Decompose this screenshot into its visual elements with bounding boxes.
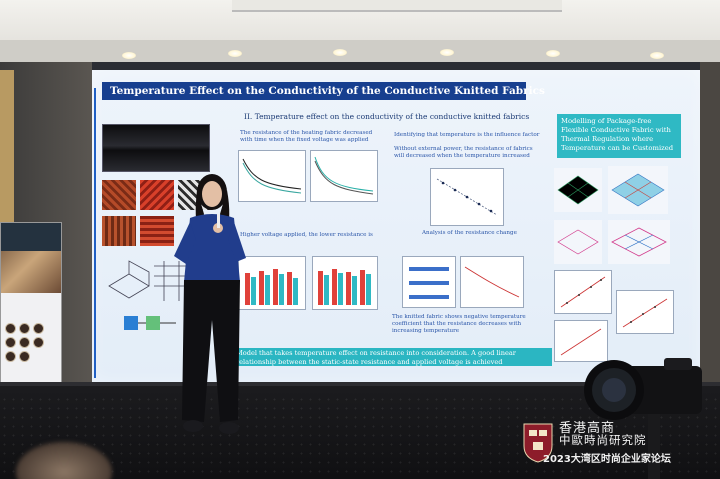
ceiling-light [228, 50, 242, 57]
model-mesh-b [608, 166, 668, 214]
slide-caption-resistance-change: Analysis of the resistance change [422, 230, 517, 236]
slide-subtitle: II. Temperature effect on the conductivi… [244, 112, 530, 121]
slide-note-resistance-time: The resistance of the heating fabric dec… [240, 130, 373, 143]
rollup-avatar [19, 351, 30, 362]
slide-note-higher-voltage: Higher voltage applied, the lower resist… [240, 232, 373, 238]
rollup-avatar [19, 337, 30, 348]
rollup-banner-photo [1, 251, 61, 293]
resistance-time-plot-1 [238, 150, 306, 202]
rollup-banner [0, 222, 62, 386]
presenter [140, 170, 260, 450]
stage-edge [0, 382, 720, 386]
circuit-diagram [122, 312, 178, 336]
ceiling-fixture [232, 0, 562, 12]
fabric-sample-5 [140, 216, 174, 246]
ceiling-light [546, 50, 560, 57]
model-mesh-c [554, 220, 602, 264]
wood-pillar [0, 70, 14, 230]
ceiling-light [333, 49, 347, 56]
slide-note-temperature-increase: Without external power, the resistance o… [394, 146, 533, 159]
bar-chart-left [238, 256, 306, 310]
sample-diagram [402, 256, 456, 308]
linear-fit-plot-2 [616, 290, 674, 334]
event-forum-name: 2023大湾区时尚企业家论坛 [543, 454, 671, 465]
rollup-avatar [5, 337, 16, 348]
rollup-avatar [5, 351, 16, 362]
linear-fit-plot-1 [554, 270, 612, 314]
camera-on-tripod [574, 332, 720, 479]
temperature-curve-plot [460, 256, 524, 308]
ceiling-light [650, 52, 664, 59]
event-title-line1: 香港高商 [559, 421, 616, 436]
right-wall [700, 62, 720, 392]
fabric-sample-2 [140, 180, 174, 210]
rollup-avatar [33, 323, 44, 334]
rollup-avatar [5, 323, 16, 334]
ceiling-light [440, 49, 454, 56]
bar-chart-right [312, 256, 378, 310]
linear-fit-plot-3 [554, 320, 608, 362]
event-title-line2: 中歐時尚研究院 [559, 433, 647, 447]
model-mesh-d [608, 220, 670, 264]
slide-conclusion-banner: Model that takes temperature effect on r… [232, 348, 552, 366]
model-mesh-a [554, 168, 602, 212]
slide-note-temperature-factor: Identifying that temperature is the infl… [394, 132, 540, 138]
slide-title: Temperature Effect on the Conductivity o… [102, 82, 545, 100]
rollup-avatar [33, 337, 44, 348]
slide-note-negative-coefficient: The knitted fabric shows negative temper… [392, 314, 526, 334]
ceiling-band [0, 40, 720, 62]
fabric-sample-1 [102, 180, 136, 210]
resistance-time-plot-2 [310, 150, 378, 202]
resistance-temperature-plot [430, 168, 504, 226]
rollup-banner-header [1, 223, 61, 251]
rollup-avatar [19, 323, 30, 334]
ceiling-light [122, 52, 136, 59]
modelling-highlight-box: Modelling of Package-free Flexible Condu… [557, 114, 681, 158]
institute-logo [520, 420, 556, 464]
slide-accent-line [94, 88, 96, 378]
fabric-sample-4 [102, 216, 136, 246]
fabric-structure-diagram [104, 256, 194, 306]
fabric-micrograph [102, 124, 210, 172]
